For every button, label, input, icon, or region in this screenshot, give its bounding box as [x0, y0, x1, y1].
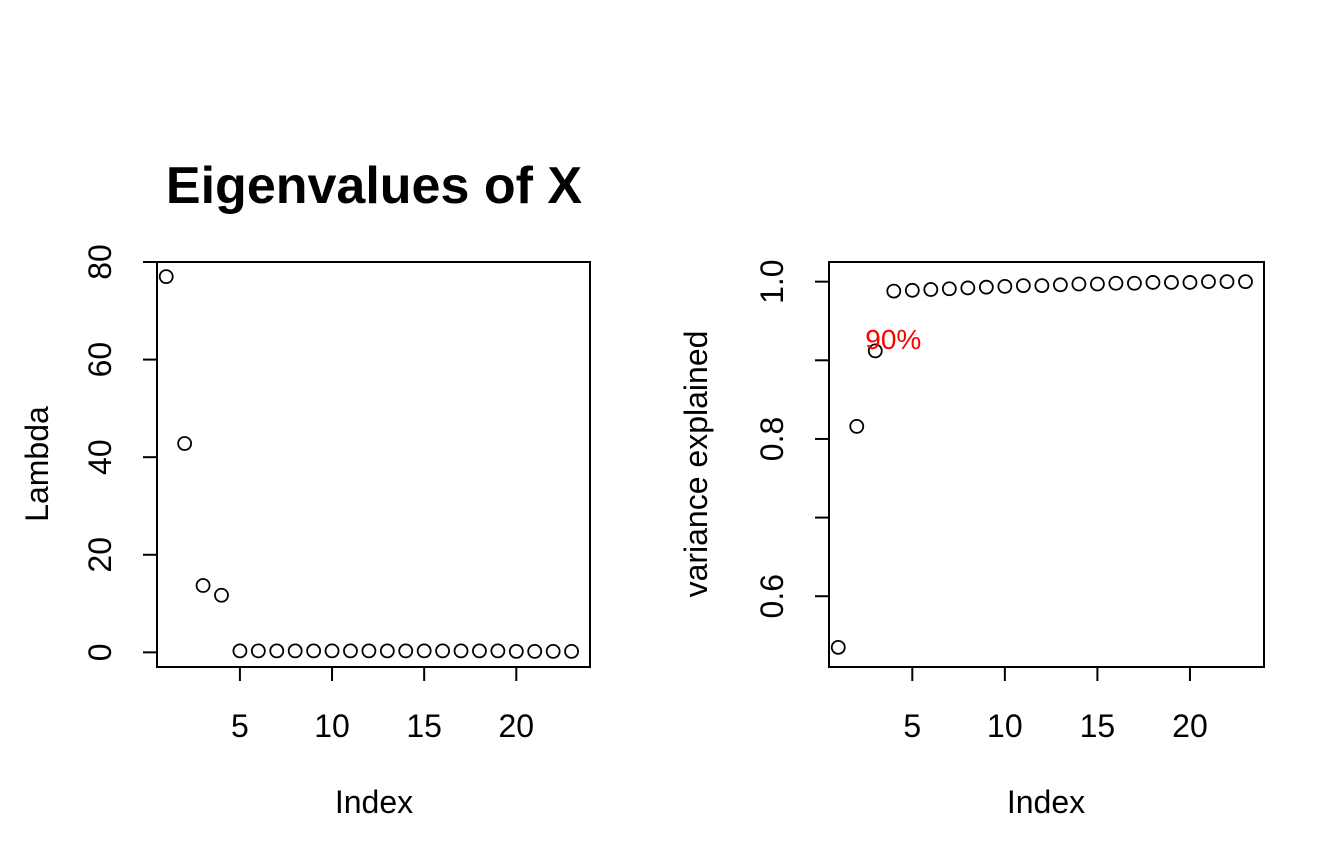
- data-point: [1219, 274, 1235, 290]
- data-point: [306, 643, 322, 659]
- data-point: [978, 279, 994, 295]
- data-point: [1238, 274, 1253, 290]
- x-axis-label: Index: [1007, 784, 1085, 820]
- y-axis: 0 20 40 60 80: [82, 244, 157, 661]
- data-points: [830, 274, 1253, 655]
- data-point: [1182, 275, 1198, 290]
- data-point: [435, 643, 450, 659]
- annotation-label: 90%: [865, 324, 921, 355]
- x-axis-label: Index: [335, 784, 413, 820]
- data-point: [1108, 275, 1124, 291]
- data-point: [195, 578, 211, 593]
- data-point: [343, 643, 358, 659]
- y-tick-label: 80: [82, 244, 118, 280]
- y-tick-label: 1.0: [754, 259, 790, 303]
- data-point: [379, 643, 395, 659]
- annotations: 90%: [865, 324, 921, 355]
- x-tick-label: 20: [1172, 708, 1208, 744]
- data-point: [997, 278, 1013, 294]
- x-axis: 5 10 15 20: [231, 667, 534, 744]
- chart-title: Eigenvalues of X: [166, 157, 582, 215]
- data-point: [867, 343, 883, 359]
- y-tick-label: 0: [82, 643, 118, 661]
- data-point: [324, 643, 340, 659]
- data-point: [269, 643, 285, 659]
- data-point: [453, 643, 469, 659]
- x-tick-label: 15: [406, 708, 442, 744]
- x-tick-label: 5: [903, 708, 921, 744]
- y-axis: 0.6 0.8 1.0: [754, 259, 829, 618]
- x-tick-label: 5: [231, 708, 249, 744]
- data-point: [361, 643, 377, 659]
- data-point: [1164, 275, 1179, 290]
- data-points: [158, 269, 579, 659]
- data-point: [1034, 278, 1050, 293]
- y-tick-label: 60: [82, 342, 118, 378]
- plot-frame: [828, 261, 1265, 668]
- data-point: [941, 281, 957, 297]
- eigenvalues-panel: Eigenvalues of X 5 10 15 20 0 20 40 60 80 Index…: [19, 157, 591, 820]
- y-tick-label: 40: [82, 439, 118, 475]
- y-tick-label: 0.8: [754, 417, 790, 461]
- data-point: [923, 282, 939, 297]
- data-point: [849, 418, 865, 434]
- data-point: [158, 269, 174, 285]
- data-point: [232, 643, 248, 659]
- data-point: [830, 639, 846, 655]
- data-point: [960, 280, 976, 296]
- data-point: [527, 643, 543, 659]
- data-point: [1090, 276, 1105, 292]
- data-point: [904, 282, 920, 298]
- data-point: [250, 643, 266, 659]
- data-point: [564, 643, 579, 659]
- x-tick-label: 10: [987, 708, 1023, 744]
- data-point: [1071, 276, 1087, 292]
- data-point: [1145, 275, 1161, 290]
- data-point: [490, 643, 506, 659]
- data-point: [508, 643, 524, 659]
- y-tick-label: 0.6: [754, 574, 790, 618]
- data-point: [416, 643, 432, 659]
- y-axis-label: Lambda: [19, 406, 55, 522]
- x-tick-label: 20: [499, 708, 535, 744]
- data-point: [1052, 277, 1068, 293]
- data-point: [1015, 278, 1031, 293]
- plot-frame: [156, 261, 591, 668]
- x-tick-label: 10: [314, 708, 350, 744]
- variance-explained-panel: 5 10 15 20 0.6 0.8 1.0 90% Index variance exp…: [678, 259, 1265, 820]
- data-point: [545, 643, 561, 659]
- y-axis-label: variance explained: [678, 331, 714, 598]
- y-tick-label: 20: [82, 537, 118, 573]
- data-point: [214, 587, 229, 603]
- data-point: [177, 436, 193, 451]
- data-point: [287, 643, 303, 659]
- data-point: [886, 283, 902, 299]
- x-axis: 5 10 15 20: [903, 667, 1208, 744]
- data-point: [398, 643, 414, 659]
- x-tick-label: 15: [1080, 708, 1116, 744]
- data-point: [1201, 274, 1216, 290]
- data-point: [472, 643, 487, 659]
- data-point: [1127, 275, 1142, 291]
